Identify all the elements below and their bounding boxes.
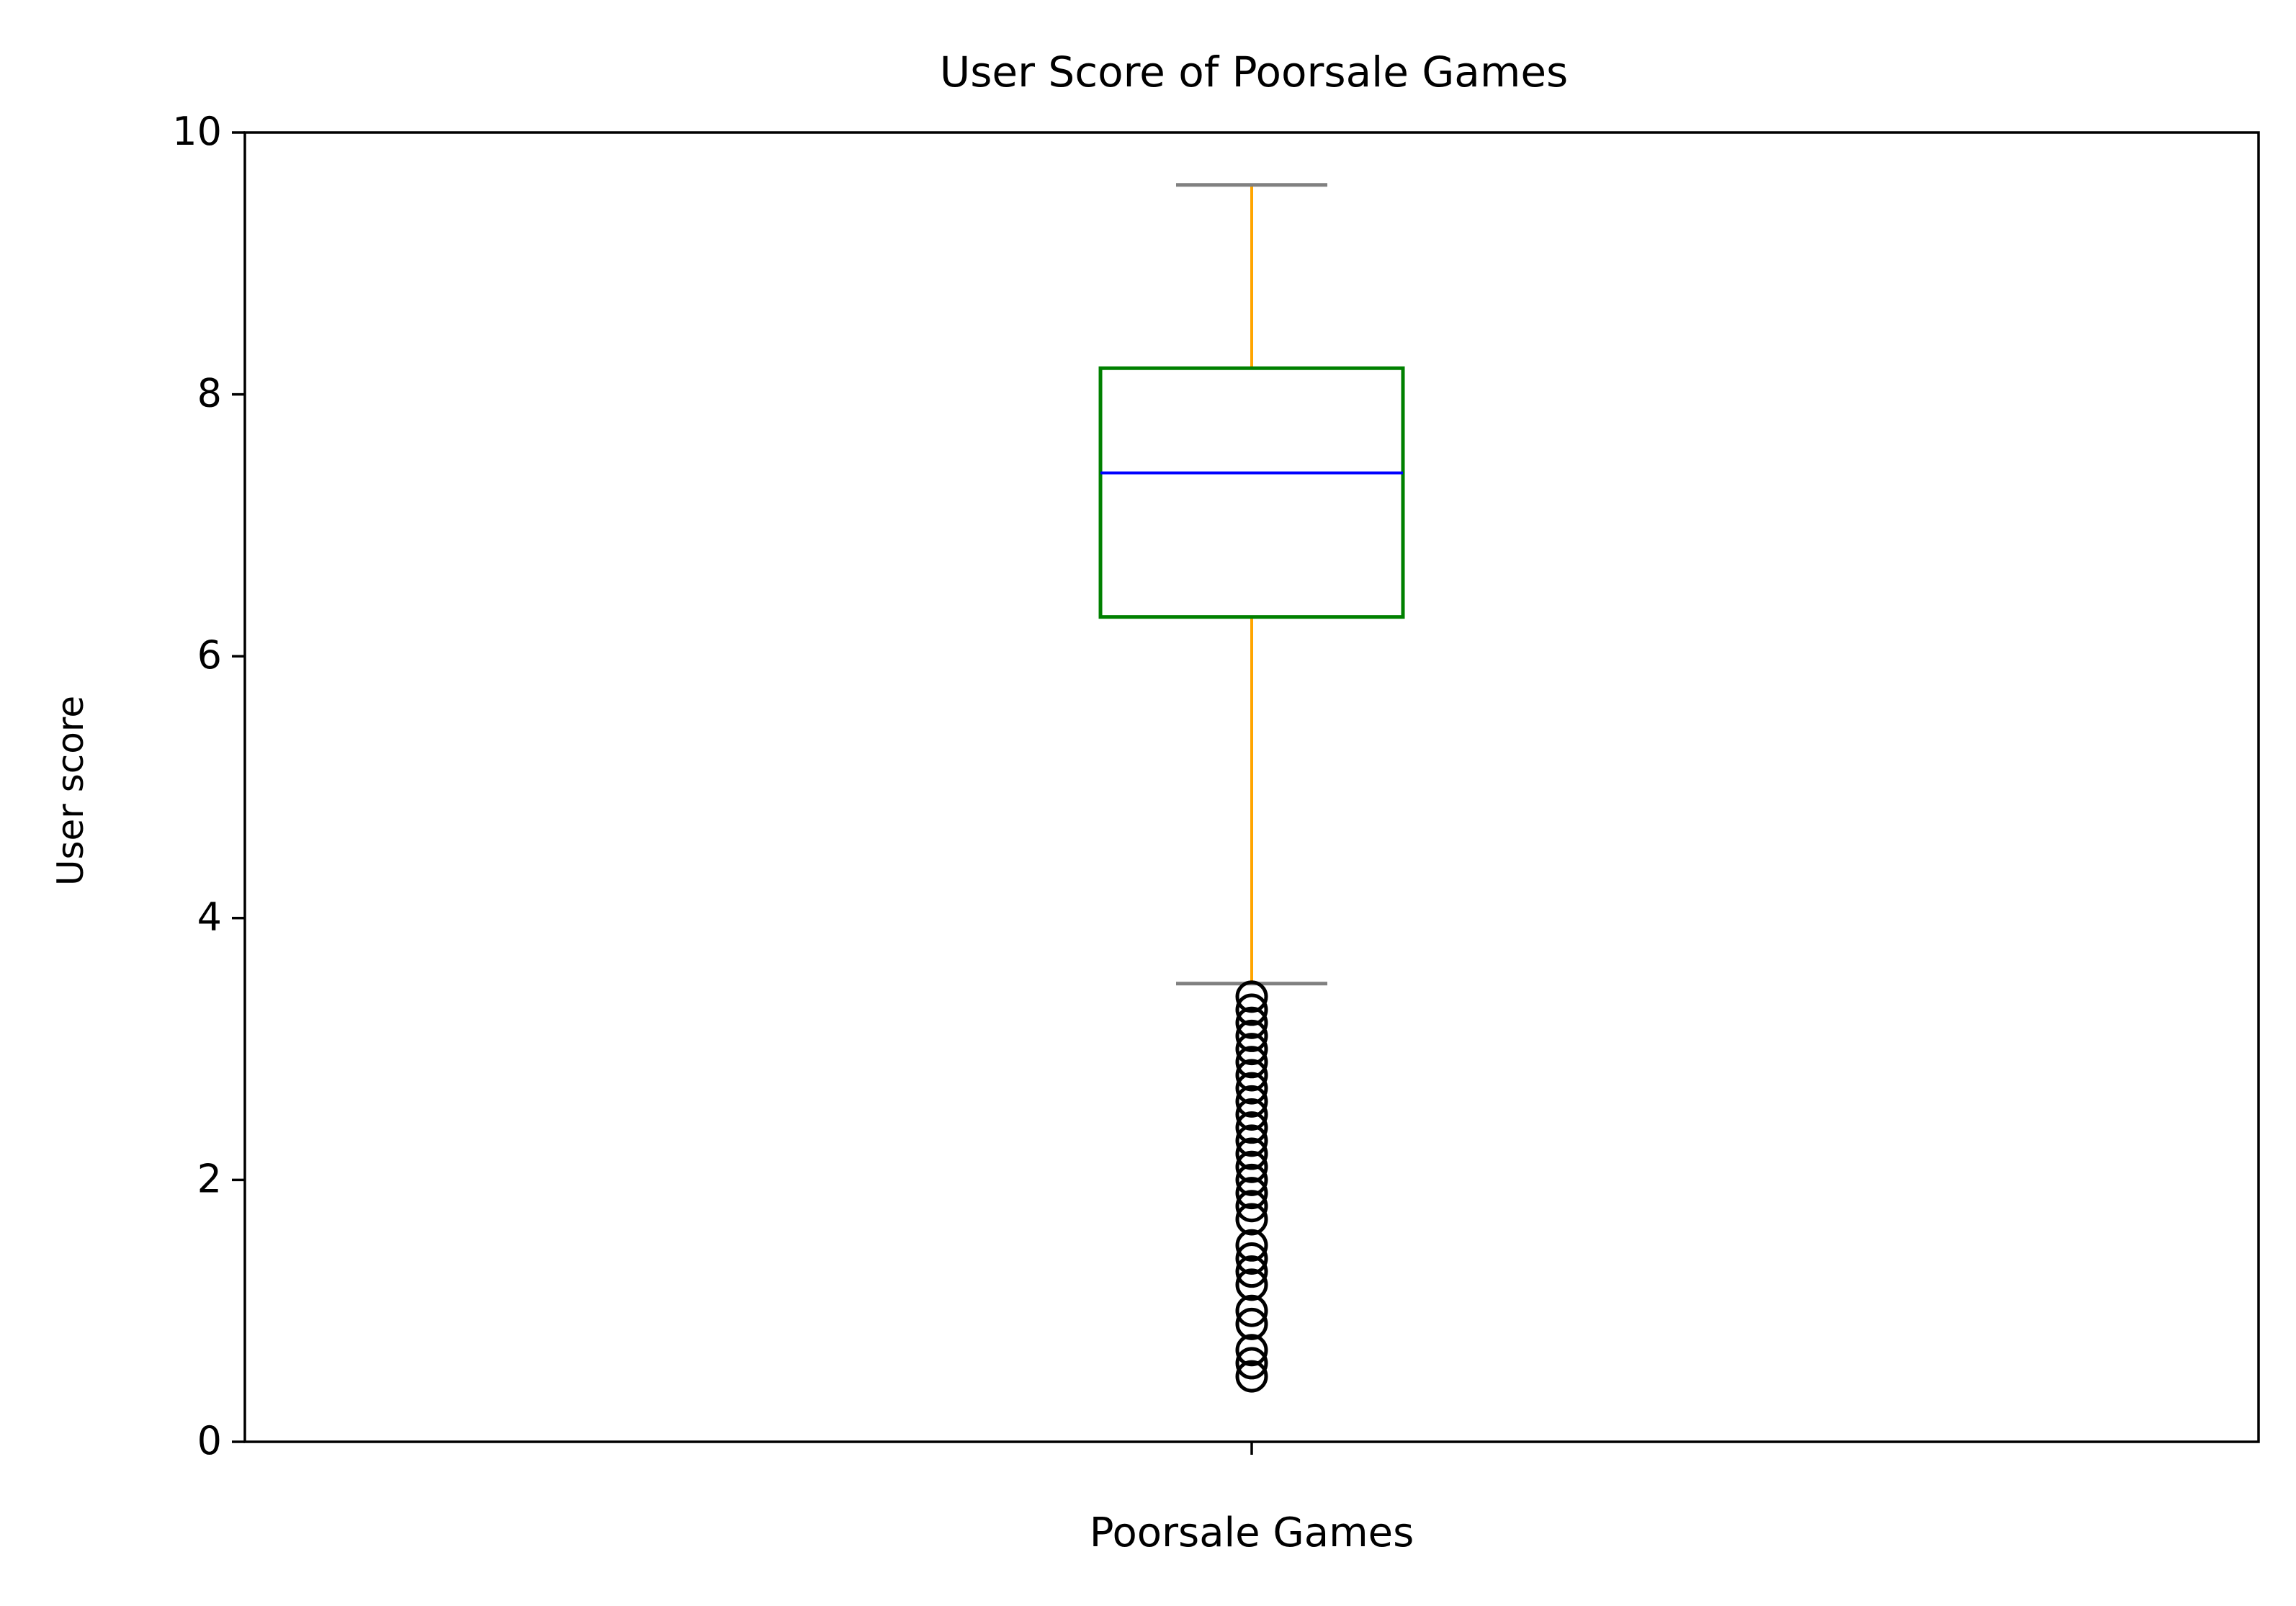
y-tick-label-3: 6 xyxy=(197,632,222,678)
outlier-point-26 xyxy=(1235,1360,1268,1393)
y-axis-label: User score xyxy=(50,696,91,886)
y-tick-label-2: 4 xyxy=(197,894,222,940)
outlier-point-24 xyxy=(1235,1334,1268,1367)
outlier-point-14 xyxy=(1235,1163,1268,1196)
chart-title: User Score of Poorsale Games xyxy=(940,48,1568,97)
outlier-point-15 xyxy=(1235,1177,1268,1210)
outlier-point-22 xyxy=(1235,1294,1268,1327)
outlier-point-13 xyxy=(1235,1150,1268,1183)
outlier-point-3 xyxy=(1235,1019,1268,1052)
y-tick-label-5: 10 xyxy=(172,109,222,154)
outlier-point-18 xyxy=(1235,1229,1268,1262)
outlier-point-23 xyxy=(1235,1307,1268,1340)
plot-area: 0 2 4 6 8 10 Poorsale Games xyxy=(172,109,2260,1556)
iqr-box xyxy=(1098,366,1405,619)
outlier-point-4 xyxy=(1235,1033,1268,1066)
outlier-point-8 xyxy=(1235,1085,1268,1118)
outlier-point-2 xyxy=(1235,1006,1268,1039)
outlier-point-1 xyxy=(1235,993,1268,1026)
outlier-point-25 xyxy=(1235,1347,1268,1380)
outlier-point-16 xyxy=(1235,1190,1268,1223)
outlier-point-10 xyxy=(1235,1111,1268,1144)
outlier-point-6 xyxy=(1235,1059,1268,1092)
outlier-point-20 xyxy=(1235,1255,1268,1288)
outlier-point-12 xyxy=(1235,1137,1268,1170)
x-tick-label-0: Poorsale Games xyxy=(1090,1509,1414,1556)
outlier-point-19 xyxy=(1235,1242,1268,1275)
outlier-point-11 xyxy=(1235,1124,1268,1157)
outlier-point-5 xyxy=(1235,1046,1268,1079)
y-tick-label-1: 2 xyxy=(197,1156,222,1201)
outlier-point-21 xyxy=(1235,1268,1268,1301)
y-tick-label-0: 0 xyxy=(197,1418,222,1463)
outlier-point-17 xyxy=(1235,1203,1268,1236)
outlier-point-0 xyxy=(1235,980,1268,1013)
outlier-point-7 xyxy=(1235,1072,1268,1105)
y-tick-label-4: 8 xyxy=(197,371,222,416)
outlier-point-9 xyxy=(1235,1098,1268,1131)
